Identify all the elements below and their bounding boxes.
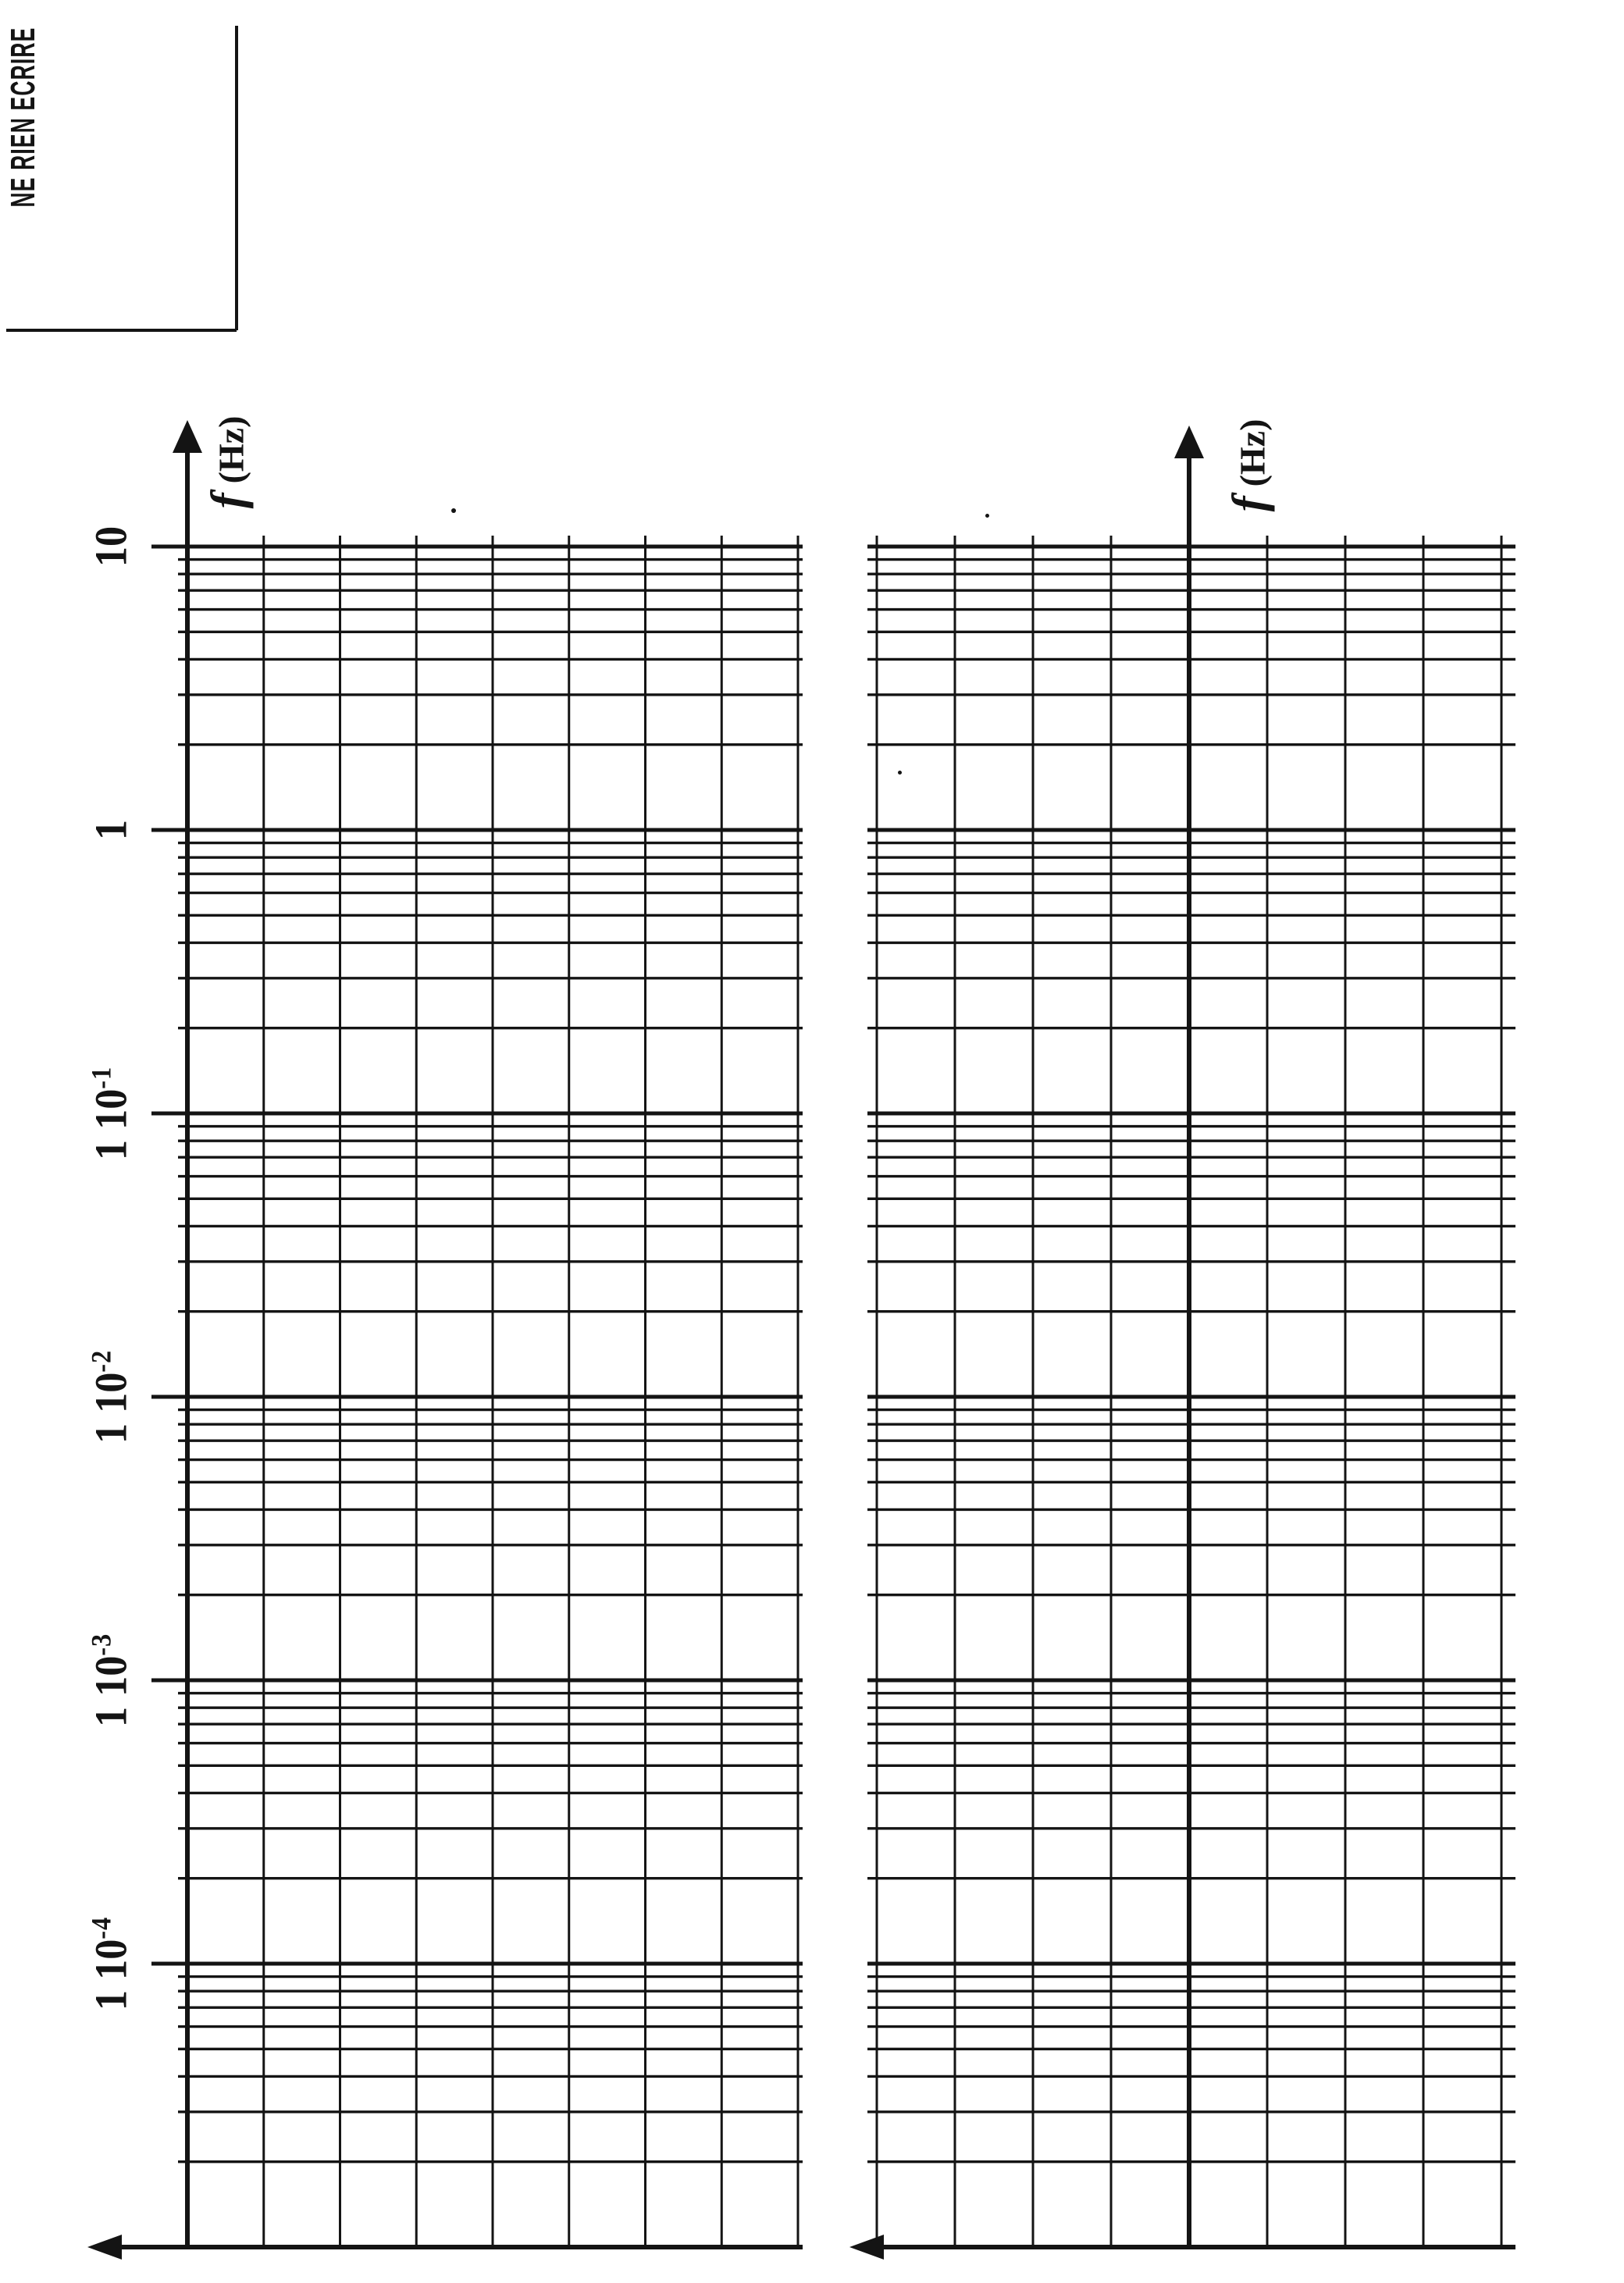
scan-speck — [985, 514, 989, 518]
x-axis-arrowhead — [87, 2235, 122, 2260]
f-axis-arrowhead — [173, 420, 202, 453]
f-axis-arrowhead — [1174, 426, 1204, 458]
y-tick-label: 1 10-4 — [85, 1916, 137, 2011]
corner-box-label: NE RIEN ECRIRE — [4, 27, 42, 208]
y-tick-label: 1 10-1 — [85, 1066, 137, 1161]
f-axis-label-bottom: f (Hz) — [1223, 419, 1277, 512]
x-axis-arrowhead — [849, 2235, 884, 2260]
y-tick-label: 1 — [85, 819, 137, 841]
hz-unit: (Hz) — [211, 415, 251, 484]
y-tick-label: 1 10-2 — [85, 1349, 137, 1444]
f-symbol: f — [201, 493, 254, 509]
y-tick-label: 10 — [85, 525, 137, 568]
scan-speck — [898, 771, 902, 775]
y-tick-label: 1 10-3 — [85, 1633, 137, 1728]
scan-speck — [451, 508, 456, 513]
hz-unit: (Hz) — [1232, 418, 1273, 487]
f-symbol: f — [1223, 496, 1275, 512]
f-axis-label-top: f (Hz) — [201, 416, 255, 509]
